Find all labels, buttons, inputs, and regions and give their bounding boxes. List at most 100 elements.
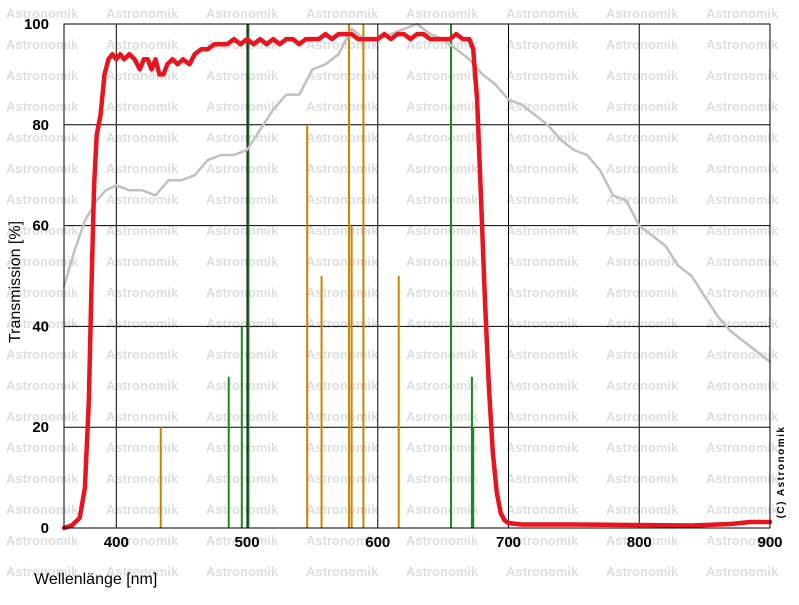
watermark-text: Astronomik: [106, 378, 179, 393]
watermark-text: Astronomik: [6, 161, 79, 176]
watermark-text: Astronomik: [106, 192, 179, 207]
plot-frame: [63, 23, 771, 529]
watermark-text: Astronomik: [206, 99, 279, 114]
watermark-text: Astronomik: [6, 471, 79, 486]
watermark-text: Astronomik: [106, 285, 179, 300]
watermark-text: Astronomik: [606, 502, 679, 517]
watermark-text: Astronomik: [706, 99, 779, 114]
watermark-text: Astronomik: [706, 347, 779, 362]
watermark-text: Astronomik: [506, 161, 579, 176]
watermark-text: Astronomik: [306, 68, 379, 83]
watermark-text: Astronomik: [506, 192, 579, 207]
watermark-text: Astronomik: [606, 378, 679, 393]
x-tick-label: 700: [496, 534, 521, 551]
watermark-text: Astronomik: [606, 316, 679, 331]
watermark-text: Astronomik: [406, 440, 479, 455]
watermark-text: Astronomik: [606, 347, 679, 362]
watermark-text: Astronomik: [306, 378, 379, 393]
watermark-text: Astronomik: [6, 347, 79, 362]
watermark-text: Astronomik: [706, 68, 779, 83]
watermark-text: Astronomik: [406, 285, 479, 300]
watermark-text: Astronomik: [306, 161, 379, 176]
watermark-text: Astronomik: [706, 564, 779, 579]
watermark-text: Astronomik: [106, 533, 179, 548]
watermark-text: Astronomik: [106, 564, 179, 579]
watermark-text: Astronomik: [506, 378, 579, 393]
x-axis-title: Wellenlänge [nm]: [34, 571, 157, 588]
y-tick-label: 100: [24, 16, 49, 33]
x-tick-label: 400: [104, 534, 129, 551]
watermark-text: Astronomik: [706, 502, 779, 517]
watermark-text: Astronomik: [406, 161, 479, 176]
watermark-text: Astronomik: [206, 254, 279, 269]
watermark-layer: Astronomik Astronomik Astronomik Astronomik…: [6, 6, 779, 579]
watermark-text: Astronomik: [106, 254, 179, 269]
copyright-label: (C) Astronomik: [776, 426, 787, 519]
watermark-text: Astronomik: [306, 440, 379, 455]
watermark-text: Astronomik: [506, 6, 579, 21]
x-tick-label: 800: [627, 534, 652, 551]
watermark-text: Astronomik: [606, 254, 679, 269]
watermark-text: Astronomik: [406, 564, 479, 579]
y-axis-title: Transmission [%]: [7, 221, 24, 343]
watermark-text: Astronomik: [206, 130, 279, 145]
watermark-text: Astronomik: [306, 409, 379, 424]
watermark-text: Astronomik: [606, 99, 679, 114]
watermark-text: Astronomik: [406, 471, 479, 486]
watermark-text: Astronomik: [6, 68, 79, 83]
watermark-text: Astronomik: [406, 254, 479, 269]
watermark-text: Astronomik: [6, 502, 79, 517]
watermark-text: Astronomik: [106, 130, 179, 145]
watermark-text: Astronomik: [306, 192, 379, 207]
watermark-text: Astronomik: [506, 471, 579, 486]
watermark-text: Astronomik: [506, 564, 579, 579]
watermark-text: Astronomik: [206, 316, 279, 331]
watermark-text: Astronomik: [206, 6, 279, 21]
y-tick-label: 80: [32, 117, 49, 134]
watermark-text: Astronomik: [506, 440, 579, 455]
watermark-text: Astronomik: [306, 6, 379, 21]
watermark-text: Astronomik: [606, 409, 679, 424]
watermark-text: Astronomik: [706, 285, 779, 300]
watermark-text: Astronomik: [306, 316, 379, 331]
watermark-text: Astronomik: [606, 223, 679, 238]
watermark-text: Astronomik: [606, 440, 679, 455]
watermark-text: Astronomik: [6, 223, 79, 238]
watermark-text: Astronomik: [106, 99, 179, 114]
series-line-reference: [62, 22, 772, 363]
watermark-text: Astronomik: [306, 99, 379, 114]
series-line-filter: [61, 31, 773, 531]
watermark-text: Astronomik: [206, 68, 279, 83]
watermark-text: Astronomik: [606, 192, 679, 207]
watermark-text: Astronomik: [706, 378, 779, 393]
emission-lines-layer: [159, 24, 475, 528]
watermark-text: Astronomik: [506, 316, 579, 331]
watermark-text: Astronomik: [606, 68, 679, 83]
watermark-text: Astronomik: [406, 347, 479, 362]
watermark-text: Astronomik: [6, 130, 79, 145]
watermark-text: Astronomik: [706, 192, 779, 207]
watermark-text: Astronomik: [506, 68, 579, 83]
watermark-text: Astronomik: [706, 440, 779, 455]
watermark-text: Astronomik: [106, 37, 179, 52]
watermark-text: Astronomik: [706, 223, 779, 238]
watermark-text: Astronomik: [506, 99, 579, 114]
watermark-text: Astronomik: [306, 533, 379, 548]
grid-layer: [64, 24, 770, 528]
watermark-text: Astronomik: [206, 285, 279, 300]
watermark-text: Astronomik: [406, 316, 479, 331]
watermark-text: Astronomik: [606, 130, 679, 145]
y-tick-label: 20: [32, 419, 49, 436]
watermark-text: Astronomik: [6, 378, 79, 393]
watermark-text: Astronomik: [406, 6, 479, 21]
watermark-text: Astronomik: [406, 99, 479, 114]
watermark-text: Astronomik: [606, 161, 679, 176]
watermark-text: Astronomik: [306, 502, 379, 517]
x-tick-label: 600: [365, 534, 390, 551]
watermark-text: Astronomik: [406, 378, 479, 393]
watermark-text: Astronomik: [506, 37, 579, 52]
watermark-text: Astronomik: [106, 409, 179, 424]
watermark-text: Astronomik: [6, 316, 79, 331]
series-layer: [61, 22, 773, 531]
